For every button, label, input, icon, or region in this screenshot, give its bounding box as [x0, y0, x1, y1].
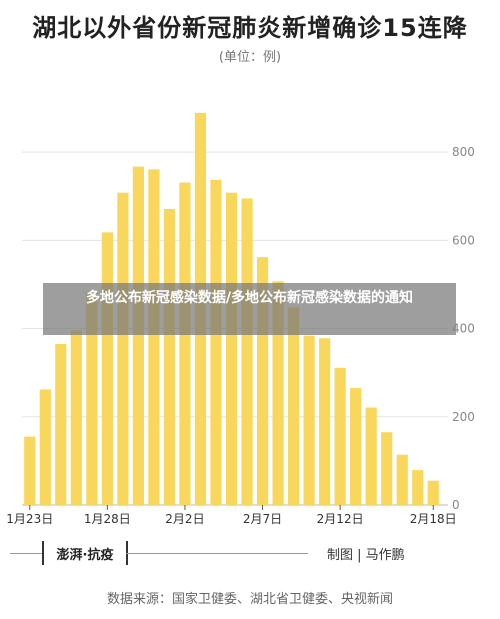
y-tick-label: 600 — [452, 233, 475, 247]
bar — [39, 389, 51, 505]
bar — [287, 307, 300, 505]
bar — [70, 330, 82, 505]
chart-credit: 制图 | 马作鹏 — [327, 548, 405, 563]
publisher-logo: 澎湃·抗疫 — [42, 541, 128, 565]
x-tick-label: 1月23日 — [6, 512, 53, 526]
footer-divider-left — [10, 553, 42, 554]
bar — [86, 291, 98, 505]
bar — [101, 232, 113, 506]
bar — [163, 209, 176, 505]
bar — [350, 388, 362, 505]
y-tick-label: 200 — [452, 410, 475, 424]
bar — [396, 454, 408, 505]
x-tick-label: 2月2日 — [165, 512, 204, 526]
bar — [412, 470, 424, 505]
x-tick-label: 2月12日 — [317, 512, 364, 526]
y-tick-label: 800 — [452, 145, 475, 159]
chart-subtitle: (单位：例) — [218, 50, 282, 65]
bar — [148, 169, 160, 505]
bar — [334, 367, 346, 505]
y-tick-label: 400 — [452, 322, 475, 336]
bar — [303, 335, 315, 505]
bar — [117, 192, 129, 505]
bar — [55, 343, 67, 505]
bar — [24, 436, 36, 505]
data-source: 数据来源：国家卫健委、湖北省卫健委、央视新闻 — [106, 592, 393, 607]
bar — [256, 257, 269, 505]
x-tick-label: 2月7日 — [243, 512, 282, 526]
bar — [210, 179, 222, 505]
bar — [225, 192, 238, 505]
bar — [179, 182, 191, 505]
x-tick-label: 2月18日 — [410, 512, 457, 526]
y-tick-label: 0 — [452, 498, 460, 512]
x-tick-label: 1月28日 — [84, 512, 131, 526]
bar — [381, 432, 393, 505]
notice-overlay[interactable]: 多地公布新冠感染数据/多地公布新冠感染数据的通知 — [43, 283, 456, 335]
footer-divider-right — [126, 553, 308, 554]
bar — [241, 198, 253, 505]
chart-title: 湖北以外省份新冠肺炎新增确诊15连降 — [32, 14, 468, 42]
bar — [319, 338, 331, 505]
bar — [427, 480, 439, 505]
bar — [132, 166, 144, 505]
bar — [365, 407, 377, 505]
bar — [272, 281, 284, 505]
